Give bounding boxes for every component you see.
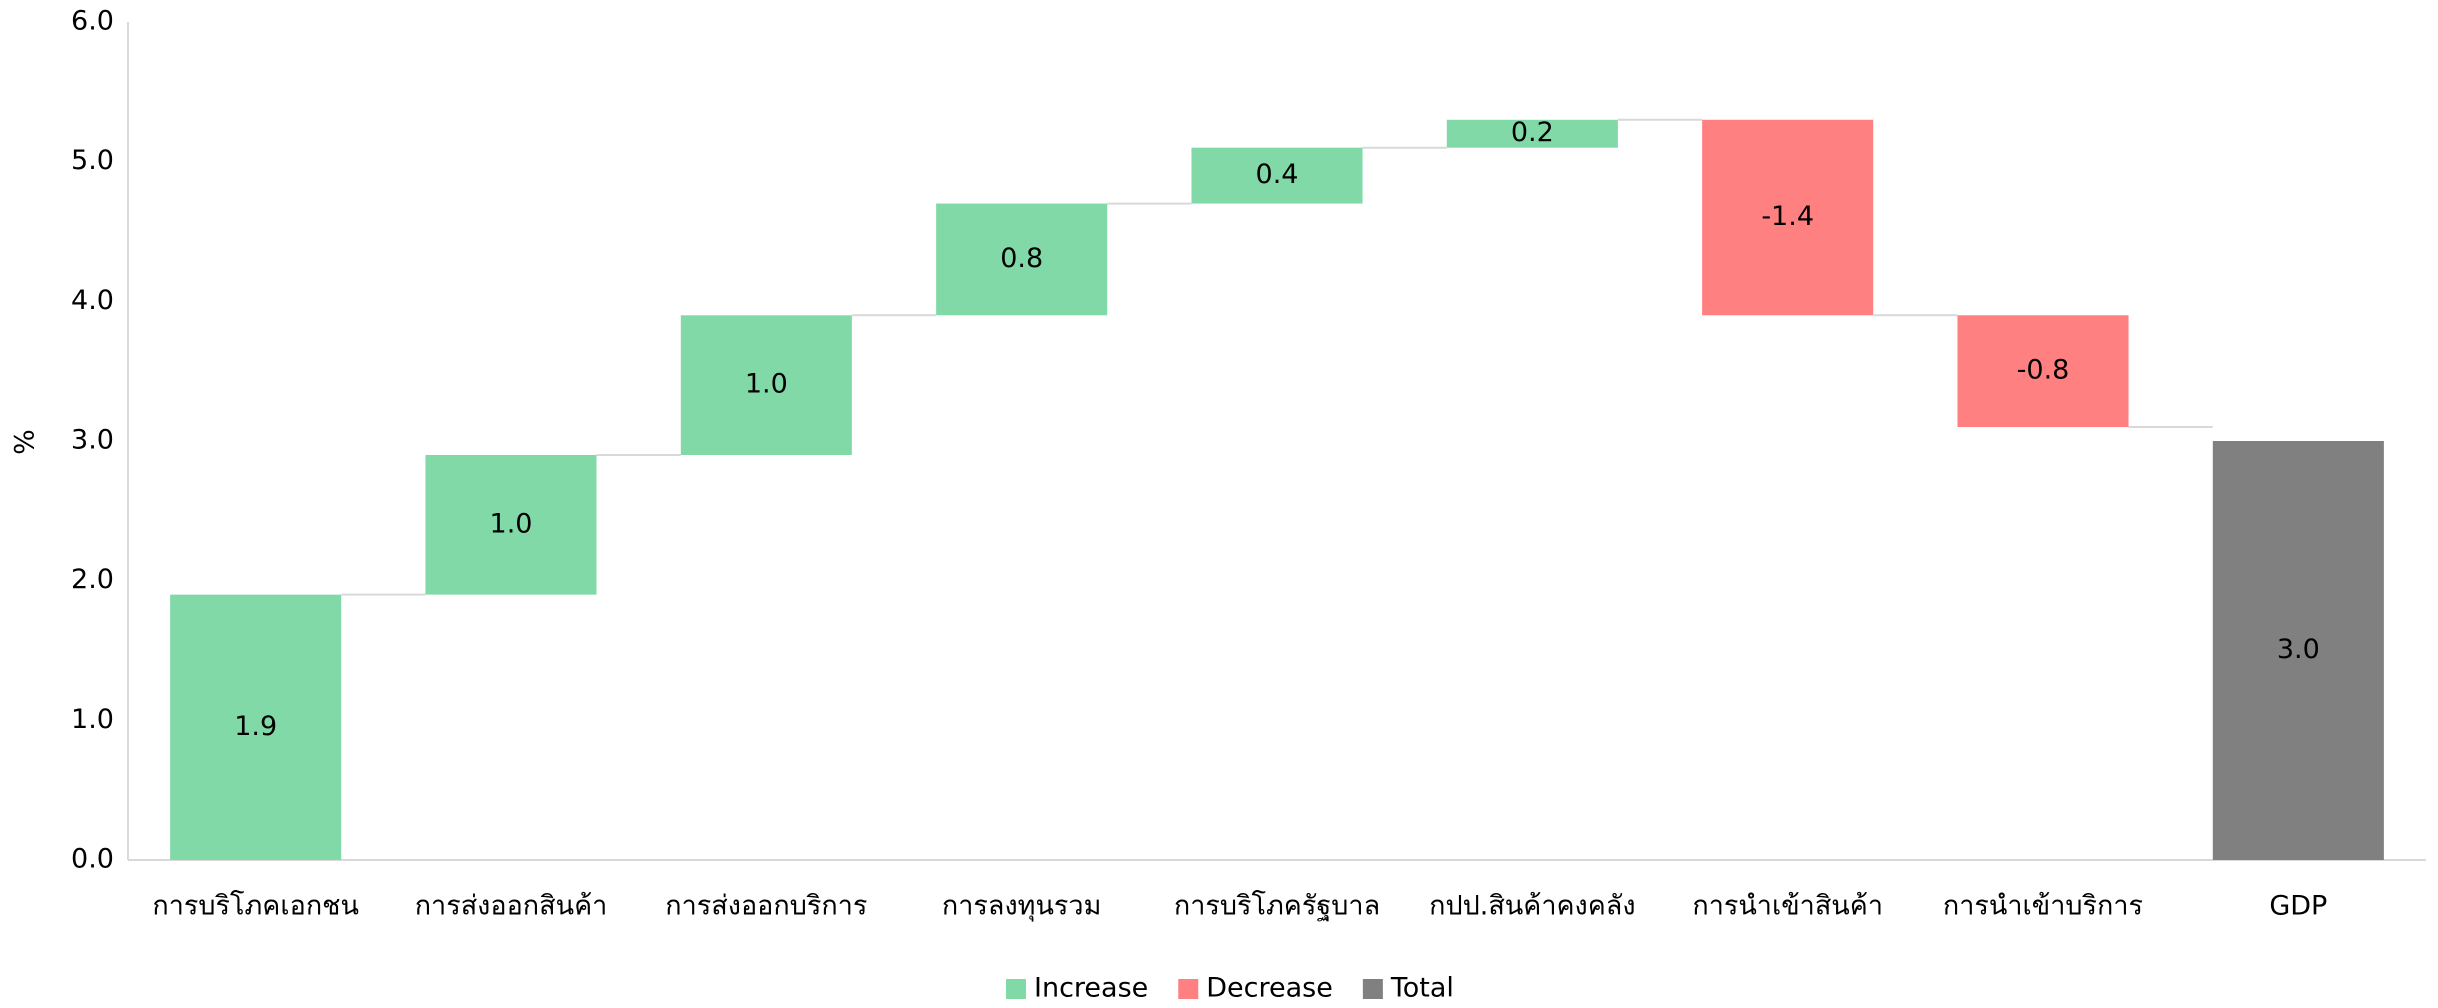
bar — [680, 315, 852, 455]
data-label: -1.4 — [1761, 201, 1814, 232]
y-axis-label: % — [10, 429, 41, 455]
x-tick-label: กปป.สินค้าคงคลัง — [1429, 891, 1635, 922]
data-label: 1.9 — [234, 711, 277, 742]
y-tick-label: 2.0 — [71, 564, 114, 595]
bar — [170, 594, 342, 860]
legend-label: Total — [1390, 973, 1454, 1004]
bar — [1446, 119, 1618, 148]
x-tick-label: GDP — [2269, 891, 2327, 922]
data-label: 0.2 — [1511, 117, 1554, 148]
data-label: 1.0 — [745, 369, 788, 400]
x-tick-label: การส่งออกสินค้า — [415, 891, 608, 922]
bar — [936, 203, 1108, 316]
legend-swatch — [1362, 979, 1383, 999]
bar — [1191, 147, 1363, 204]
y-tick-label: 5.0 — [71, 145, 114, 176]
x-tick-label: การบริโภครัฐบาล — [1174, 891, 1380, 922]
x-tick-label: การนำเข้าสินค้า — [1692, 891, 1883, 922]
y-tick-label: 4.0 — [71, 285, 114, 316]
y-tick-label: 0.0 — [71, 844, 114, 875]
bar — [2212, 441, 2384, 860]
y-tick-label: 6.0 — [71, 6, 114, 37]
data-label: 0.8 — [1000, 243, 1043, 274]
x-tick-label: การบริโภคเอกชน — [152, 891, 359, 922]
data-label: -0.8 — [2017, 355, 2070, 386]
x-tick-label: การนำเข้าบริการ — [1943, 891, 2143, 922]
x-tick-label: การลงทุนรวม — [942, 891, 1101, 923]
bar — [1957, 315, 2129, 428]
data-label: 3.0 — [2277, 634, 2320, 665]
legend-swatch — [1178, 979, 1199, 999]
legend-swatch — [1006, 979, 1026, 999]
legend-label: Decrease — [1206, 973, 1333, 1004]
bar — [425, 454, 597, 595]
data-label: 0.4 — [1256, 159, 1299, 190]
x-tick-label: การส่งออกบริการ — [665, 891, 867, 922]
y-tick-label: 3.0 — [71, 425, 114, 456]
bar — [1702, 119, 1874, 316]
legend-label: Increase — [1034, 973, 1148, 1004]
y-tick-label: 1.0 — [71, 704, 114, 735]
data-label: 1.0 — [490, 508, 533, 539]
